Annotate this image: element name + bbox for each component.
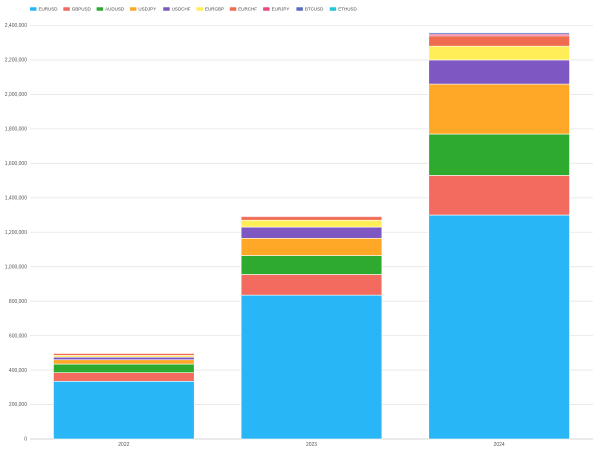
legend-swatch-eurchf[interactable]: [229, 7, 237, 11]
y-tick-label: 1,200,000: [5, 230, 27, 236]
bar-segment-usdjpy-2023[interactable]: [240, 237, 383, 256]
y-tick-label: 800,000: [9, 299, 27, 305]
legend-swatch-eurjpy[interactable]: [263, 7, 270, 11]
bar-segment-ethusd-2024[interactable]: [428, 31, 570, 34]
bar-segment-gbpusd-2023[interactable]: [240, 274, 383, 296]
legend-label-eurjpy[interactable]: EURJPY: [272, 7, 290, 12]
y-tick-label: 1,000,000: [5, 264, 27, 270]
legend-label-eurgbp[interactable]: EURGBP: [205, 7, 224, 12]
bar-segment-gbpusd-2022[interactable]: [53, 372, 195, 382]
bar-segment-eurusd-2023[interactable]: [240, 294, 383, 440]
legend-label-usdchf[interactable]: USDCHF: [172, 7, 191, 12]
bar-segment-audusd-2022[interactable]: [53, 363, 195, 373]
bar-segment-eurchf-2024[interactable]: [428, 35, 570, 47]
legend-swatch-btcusd[interactable]: [296, 7, 303, 11]
y-tick-label: 2,400,000: [5, 23, 27, 29]
bar-segment-usdjpy-2022[interactable]: [53, 359, 195, 365]
legend-swatch-eurusd[interactable]: [30, 7, 37, 11]
legend-swatch-audusd[interactable]: [96, 7, 104, 11]
legend-swatch-usdchf[interactable]: [163, 7, 170, 11]
bar-segment-eurusd-2024[interactable]: [428, 214, 570, 440]
legend-swatch-eurgbp[interactable]: [196, 7, 204, 11]
legend-label-ethusd[interactable]: ETHUSD: [338, 7, 357, 12]
x-tick-label: 2022: [118, 442, 129, 448]
y-tick-label: 200,000: [9, 402, 27, 408]
legend-swatch-gbpusd[interactable]: [63, 7, 70, 11]
bars-layer: [53, 31, 570, 440]
y-tick-label: 2,000,000: [5, 92, 27, 98]
legend-label-usdjpy[interactable]: USDJPY: [138, 7, 156, 12]
legend-label-gbpusd[interactable]: GBPUSD: [72, 7, 92, 12]
bar-segment-audusd-2024[interactable]: [428, 133, 570, 176]
legend-swatch-usdjpy[interactable]: [129, 7, 137, 11]
legend-swatch-ethusd[interactable]: [329, 7, 337, 11]
y-tick-label: 600,000: [9, 333, 27, 339]
bar-segment-eurusd-2022[interactable]: [53, 380, 195, 440]
y-tick-label: 1,600,000: [5, 161, 27, 167]
bar-segment-eurchf-2023[interactable]: [240, 216, 383, 221]
y-tick-label: 0: [24, 437, 27, 443]
y-tick-label: 1,400,000: [5, 195, 27, 201]
legend-label-btcusd[interactable]: BTCUSD: [305, 7, 324, 12]
y-tick-label: 1,800,000: [5, 127, 27, 133]
bar-segment-usdchf-2024[interactable]: [428, 59, 570, 85]
bar-segment-eurchf-2022[interactable]: [53, 353, 195, 356]
axis-layer: 0 200,000 400,000 600,000 800,000 1,000,000 1,…: [5, 23, 505, 448]
bar-segment-gbpusd-2024[interactable]: [428, 175, 570, 216]
bar-segment-usdchf-2023[interactable]: [240, 226, 383, 239]
bar-segment-usdjpy-2024[interactable]: [428, 83, 570, 135]
x-tick-label: 2023: [306, 442, 317, 448]
bar-segment-eurgbp-2023[interactable]: [240, 219, 383, 228]
bar-segment-usdchf-2022[interactable]: [53, 356, 195, 361]
bar-segment-eurgbp-2024[interactable]: [428, 45, 570, 61]
legend-label-audusd[interactable]: AUDUSD: [105, 7, 125, 12]
legend-label-eurusd[interactable]: EURUSD: [39, 7, 59, 12]
y-tick-label: 400,000: [9, 368, 27, 374]
y-tick-label: 2,200,000: [5, 58, 27, 64]
x-tick-label: 2024: [494, 442, 505, 448]
bar-segment-audusd-2023[interactable]: [240, 255, 383, 275]
legend: EURUSD GBPUSD AUDUSD USDJPY USDCHF EURGBP EURC…: [30, 7, 357, 12]
legend-label-eurchf[interactable]: EURCHF: [238, 7, 257, 12]
